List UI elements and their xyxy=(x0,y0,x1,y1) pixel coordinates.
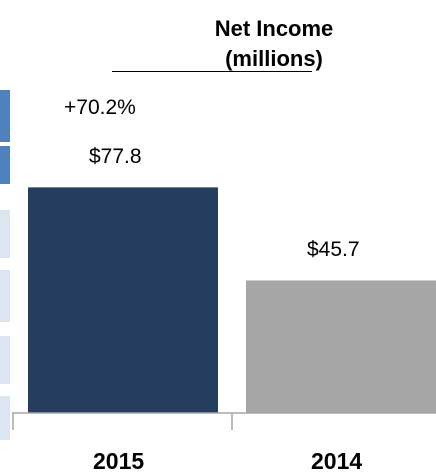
value-label-2015: $77.8 xyxy=(89,145,142,169)
x-axis xyxy=(12,412,436,430)
category-label-2015: 2015 xyxy=(93,448,145,474)
bars-group xyxy=(28,187,436,413)
value-label-2014: $45.7 xyxy=(307,238,360,262)
bar-2014 xyxy=(246,280,436,413)
change-label: +70.2% xyxy=(64,96,136,119)
left-panel-cell-2 xyxy=(0,210,10,258)
title-underline xyxy=(112,71,312,72)
left-panel-cell-4 xyxy=(0,336,10,384)
chart-title: Net Income xyxy=(214,16,334,41)
chart-subtitle: (millions) xyxy=(225,46,323,71)
left-panel-cell-3 xyxy=(0,270,10,322)
category-label-2014: 2014 xyxy=(311,448,363,474)
bar-2015 xyxy=(28,187,218,413)
left-panel-cell-1 xyxy=(0,146,10,184)
left-panel-strip xyxy=(0,90,10,440)
left-panel-cell-5 xyxy=(0,396,10,440)
left-panel-cell-0 xyxy=(0,90,10,142)
